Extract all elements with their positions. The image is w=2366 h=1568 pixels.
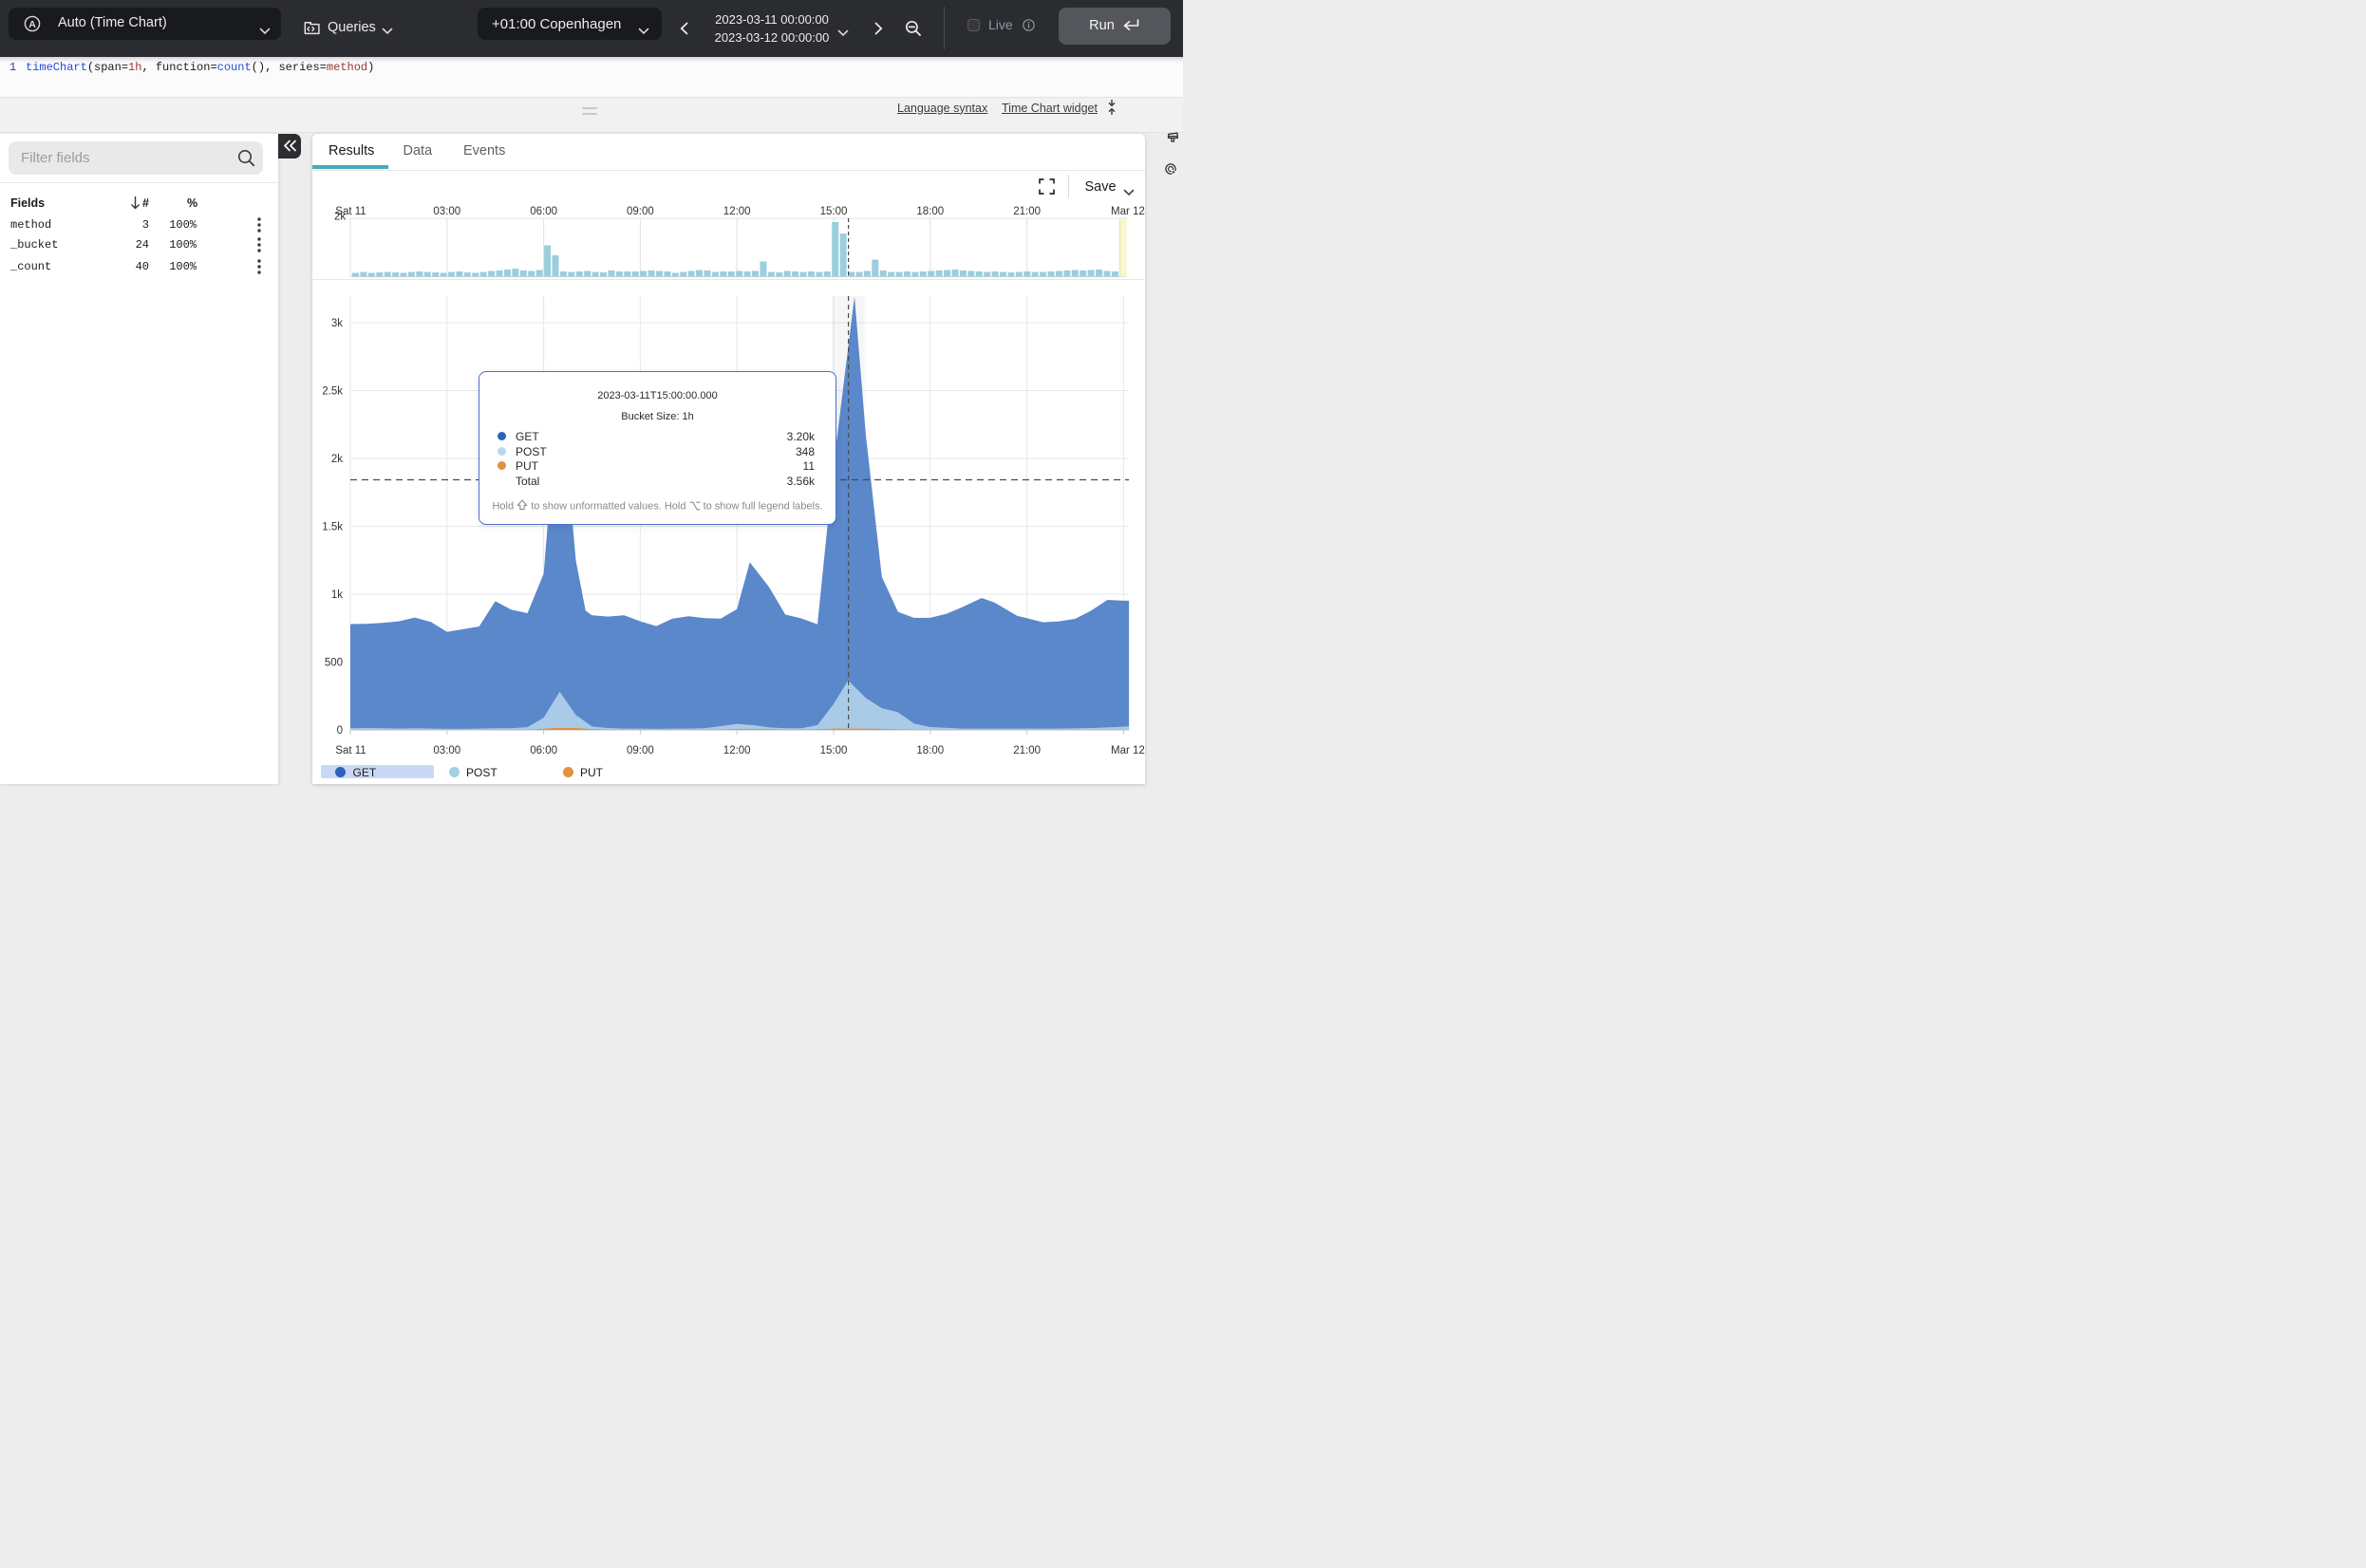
svg-text:21:00: 21:00: [1013, 206, 1041, 217]
svg-text:06:00: 06:00: [530, 745, 557, 756]
svg-text:21:00: 21:00: [1013, 745, 1041, 756]
svg-text:500: 500: [325, 658, 343, 669]
svg-text:03:00: 03:00: [433, 206, 460, 217]
svg-text:18:00: 18:00: [916, 745, 944, 756]
svg-text:0: 0: [337, 725, 343, 737]
svg-text:Sat 11: Sat 11: [335, 206, 366, 217]
svg-text:3k: 3k: [331, 318, 343, 329]
svg-text:2k: 2k: [334, 212, 346, 223]
svg-text:12:00: 12:00: [723, 206, 751, 217]
svg-text:1k: 1k: [331, 589, 343, 601]
svg-text:12:00: 12:00: [723, 745, 751, 756]
svg-text:09:00: 09:00: [627, 206, 654, 217]
svg-text:2.5k: 2.5k: [322, 386, 343, 398]
svg-text:Mar 12: Mar 12: [1111, 745, 1145, 756]
svg-text:03:00: 03:00: [433, 745, 460, 756]
svg-text:18:00: 18:00: [916, 206, 944, 217]
svg-text:A: A: [28, 19, 36, 30]
svg-text:Sat 11: Sat 11: [335, 745, 366, 756]
svg-text:09:00: 09:00: [627, 745, 654, 756]
svg-text:15:00: 15:00: [820, 745, 848, 756]
svg-text:2k: 2k: [331, 454, 343, 465]
svg-text:15:00: 15:00: [820, 206, 848, 217]
svg-text:Mar 12: Mar 12: [1111, 206, 1145, 217]
svg-text:1.5k: 1.5k: [322, 522, 343, 533]
svg-text:06:00: 06:00: [530, 206, 557, 217]
